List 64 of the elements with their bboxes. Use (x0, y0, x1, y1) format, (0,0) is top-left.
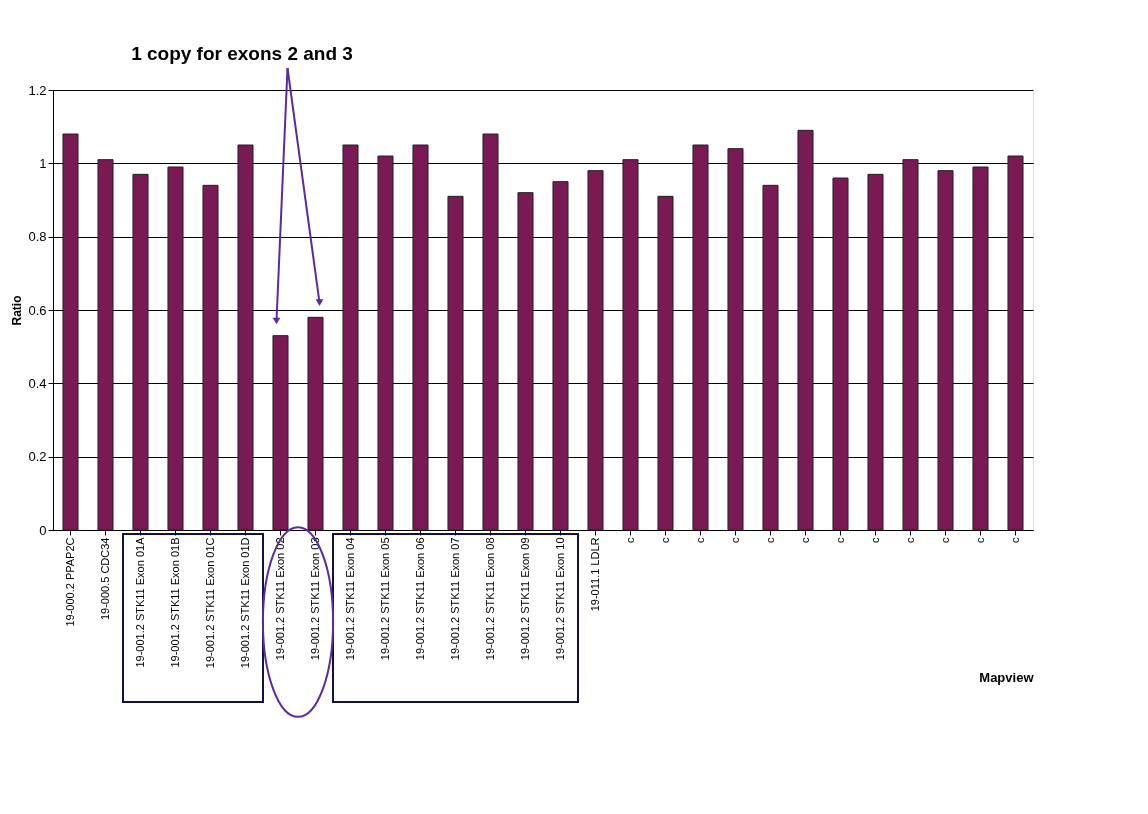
x-tick-label: 19-001.2 STK11 Exon 09 (518, 537, 531, 661)
y-tick-label: 0.8 (28, 229, 47, 245)
x-tick-label: 19-001.2 STK11 Exon 01D (238, 537, 251, 669)
x-tick-label: c (763, 537, 776, 543)
bar (762, 184, 779, 531)
bar (902, 159, 919, 531)
bar (202, 184, 219, 531)
y-tick-label: 1 (39, 155, 47, 171)
bar (552, 181, 569, 531)
bar (797, 129, 814, 531)
bar (342, 144, 359, 531)
x-tick-label: 19-001.2 STK11 Exon 08 (483, 537, 496, 661)
x-axis-title: Mapview (979, 670, 1035, 686)
y-tick-label: 0.2 (28, 449, 47, 465)
bar (412, 144, 429, 531)
bar (97, 159, 114, 531)
bar (307, 316, 324, 531)
x-tick-label: c (938, 537, 951, 543)
x-tick-label: c (623, 537, 636, 543)
x-tick-label: c (1008, 537, 1021, 543)
x-tick-label: 19-000.2 PPAP2C (63, 537, 76, 627)
x-tick-label: 19-001.2 STK11 Exon 10 (553, 537, 566, 661)
bar (832, 177, 849, 531)
bar (657, 195, 674, 531)
x-tick-label: c (693, 537, 706, 543)
y-tick-label: 0.4 (28, 375, 47, 391)
x-tick-label: c (833, 537, 846, 543)
x-tick-label: 19-011.1 LDLR (588, 537, 601, 612)
bar (1007, 155, 1024, 531)
bar (377, 155, 394, 531)
x-tick-label: 19-001.2 STK11 Exon 01C (203, 537, 216, 669)
bar (867, 173, 884, 531)
x-tick-label: c (973, 537, 986, 543)
x-tick-label: 19-001.2 STK11 Exon 07 (448, 537, 461, 661)
x-tick-label: c (903, 537, 916, 543)
bar (132, 173, 149, 531)
bar (62, 133, 79, 531)
y-tick-label: 0.6 (28, 302, 47, 318)
text: 1 copy for exons 2 and 3 (131, 43, 353, 64)
x-tick-label: c (798, 537, 811, 543)
bar (727, 148, 744, 531)
x-tick-label: c (868, 537, 881, 543)
bar (587, 170, 604, 531)
y-axis-title: Ratio (10, 295, 25, 326)
x-tick-label: c (728, 537, 741, 543)
x-tick-label: 19-001.2 STK11 Exon 06 (413, 537, 426, 661)
bar (517, 192, 534, 531)
bar (167, 166, 184, 531)
x-tick-label: c (658, 537, 671, 543)
y-tick-label: 0 (39, 522, 47, 538)
x-tick-label: 19-001.2 STK11 Exon 05 (378, 537, 391, 661)
x-tick-label: 19-001.2 STK11 Exon 04 (343, 537, 356, 661)
x-tick-label: 19-001.2 STK11 Exon 01B (168, 537, 181, 668)
bar (482, 133, 499, 531)
bar (692, 144, 709, 531)
bar (937, 170, 954, 531)
bar (622, 159, 639, 531)
bar (272, 335, 289, 531)
bar (447, 195, 464, 531)
x-tick-label: 19-001.2 STK11 Exon 01A (133, 536, 146, 668)
y-tick-label: 1.2 (28, 82, 47, 98)
bar (972, 166, 989, 531)
x-tick-label: 19-000.5 CDC34 (98, 537, 111, 621)
bar (237, 144, 254, 531)
